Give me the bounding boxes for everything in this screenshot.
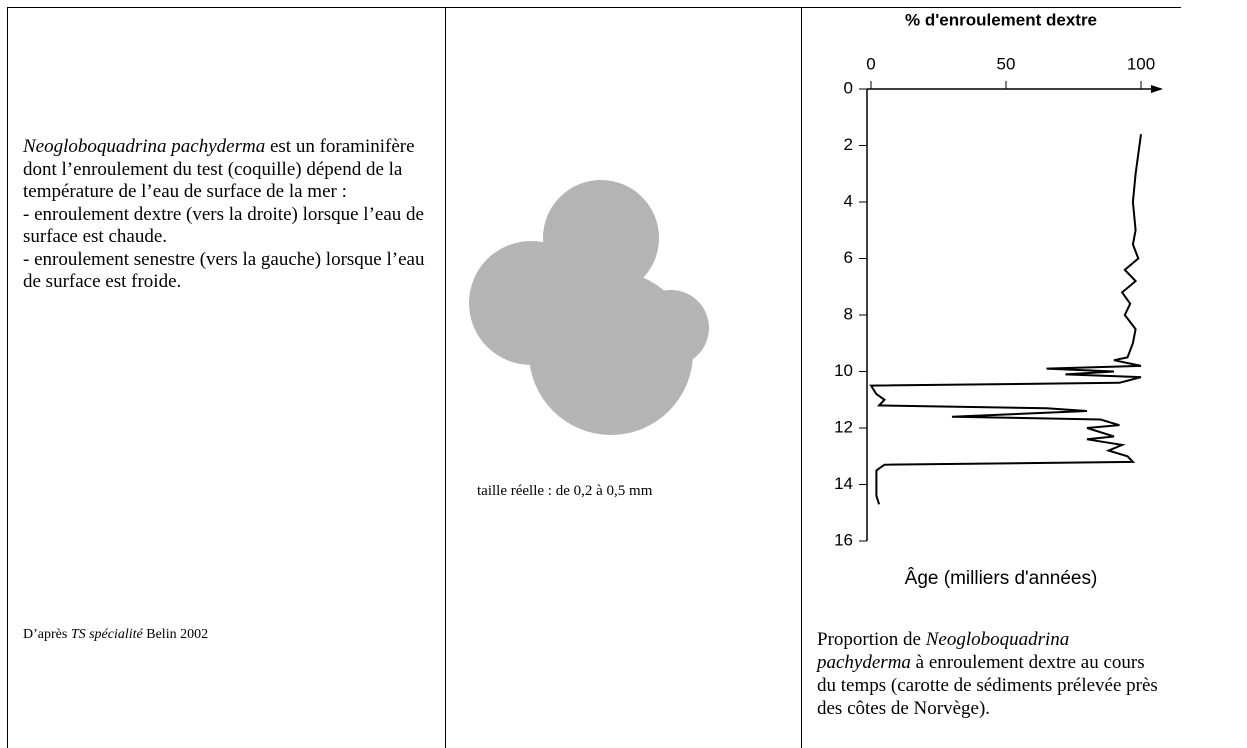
y-tick-label: 12	[834, 417, 853, 436]
data-line	[871, 134, 1141, 504]
source: D’après TS spécialité Belin 2002	[23, 627, 208, 643]
y-axis-label: Âge (milliers d'années)	[905, 567, 1098, 589]
y-tick-label: 6	[844, 248, 853, 267]
foraminifer-image	[456, 168, 756, 468]
x-tick-label: 0	[866, 54, 875, 73]
y-tick-label: 16	[834, 530, 853, 549]
source-prefix: D’après	[23, 627, 67, 642]
chart-caption: Proportion de Neogloboquadrina pachyderm…	[817, 628, 1167, 720]
y-tick-label: 14	[834, 474, 853, 493]
cell-middle: taille réelle : de 0,2 à 0,5 mm	[445, 7, 802, 748]
y-tick-label: 8	[844, 304, 853, 323]
chart: % d'enroulement dextre Âge (milliers d'a…	[1, 1, 380, 601]
caption-prefix: Proportion de	[817, 629, 921, 650]
image-caption: taille réelle : de 0,2 à 0,5 mm	[477, 483, 652, 500]
x-tick-label: 100	[1127, 54, 1155, 73]
source-book: TS spécialité	[71, 627, 143, 642]
y-tick-label: 2	[844, 135, 853, 154]
source-suffix: Belin 2002	[146, 627, 208, 642]
y-tick-label: 4	[844, 191, 853, 210]
y-tick-label: 10	[834, 361, 853, 380]
x-axis-arrow	[1151, 85, 1163, 93]
page: Neogloboquadrina pachyderma est un foram…	[0, 0, 1247, 747]
cell-right: % d'enroulement dextre Âge (milliers d'a…	[801, 7, 1181, 748]
chart-title: % d'enroulement dextre	[905, 10, 1097, 29]
y-tick-label: 0	[844, 78, 853, 97]
x-tick-label: 50	[997, 54, 1016, 73]
